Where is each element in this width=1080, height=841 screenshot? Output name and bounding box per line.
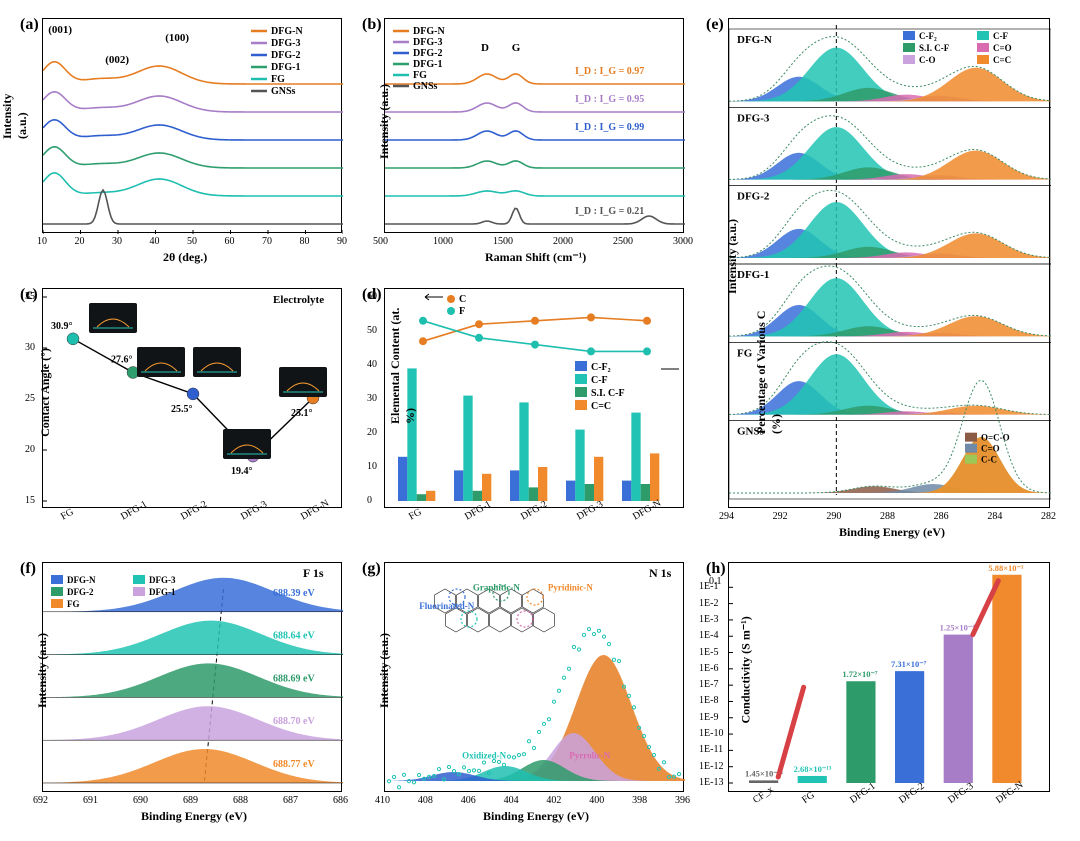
svg-text:688.77 eV: 688.77 eV [273, 759, 315, 770]
svg-text:C-F: C-F [591, 375, 608, 386]
svg-text:F: F [459, 306, 465, 317]
panel-a: (001) (002) (100) DFG-NDFG-3DFG-2DFG-1FGGNS… [42, 18, 342, 233]
svg-text:DFG-N: DFG-N [737, 34, 772, 46]
svg-text:GNSs: GNSs [271, 86, 296, 97]
svg-text:C=O: C=O [993, 43, 1012, 53]
svg-text:I_D : I_G = 0.21: I_D : I_G = 0.21 [575, 206, 644, 217]
svg-text:DFG-3: DFG-3 [149, 575, 176, 585]
svg-text:DFG-2: DFG-2 [271, 50, 300, 61]
svg-text:FG: FG [413, 70, 427, 81]
svg-text:I_D : I_G = 0.97: I_D : I_G = 0.97 [575, 66, 644, 77]
svg-text:DFG-1: DFG-1 [149, 587, 176, 597]
svg-text:N 1s: N 1s [649, 566, 672, 580]
svg-text:27.6°: 27.6° [111, 354, 133, 365]
svg-text:I_D : I_G = 0.95: I_D : I_G = 0.95 [575, 94, 644, 105]
svg-text:DFG-2: DFG-2 [737, 191, 770, 203]
label-c: (c) [20, 286, 38, 304]
svg-text:688.69 eV: 688.69 eV [273, 673, 315, 684]
svg-text:25.5°: 25.5° [171, 404, 193, 415]
panel-b: D G DFG-NDFG-3DFG-2DFG-1FGGNSs I_D : I_G = … [384, 18, 684, 233]
svg-text:DFG-N: DFG-N [413, 26, 445, 37]
svg-text:C=O: C=O [981, 444, 1000, 454]
svg-text:7.31×10⁻⁷: 7.31×10⁻⁷ [891, 659, 927, 669]
svg-text:DFG-1: DFG-1 [737, 269, 769, 281]
label-d: (d) [362, 286, 382, 304]
svg-text:DFG-3: DFG-3 [271, 38, 300, 49]
svg-text:30.9°: 30.9° [51, 321, 73, 332]
svg-text:DFG-N: DFG-N [271, 26, 303, 37]
svg-text:Oxidized-N: Oxidized-N [462, 751, 506, 761]
svg-text:S.I. C-F: S.I. C-F [591, 388, 625, 399]
svg-text:O=C-O: O=C-O [981, 433, 1010, 443]
panel-d: CFC-F₂C-FS.I. C-FC=C0102030405060FGDFG-1… [384, 288, 684, 508]
svg-text:DFG-1: DFG-1 [271, 62, 300, 73]
svg-text:DFG-2: DFG-2 [67, 587, 94, 597]
svg-text:S.I. C-F: S.I. C-F [919, 43, 950, 53]
svg-text:C-C: C-C [981, 455, 997, 465]
svg-text:C-O: C-O [919, 55, 936, 65]
svg-text:D: D [481, 42, 489, 54]
svg-text:688.39 eV: 688.39 eV [273, 588, 315, 599]
svg-text:I_D : I_G = 0.99: I_D : I_G = 0.99 [575, 122, 644, 133]
svg-text:25.1°: 25.1° [291, 408, 313, 419]
svg-text:(002): (002) [105, 54, 129, 66]
svg-text:(001): (001) [48, 24, 72, 36]
svg-text:19.4°: 19.4° [231, 466, 253, 477]
svg-text:688.64 eV: 688.64 eV [273, 631, 315, 642]
panel-g: Fluorinated-N Graphitic-N Pyridinic-N Oxidi… [384, 562, 684, 792]
panel-c: 30.9°27.6°25.5°19.4°25.1°Electrolyte1520… [42, 288, 342, 508]
svg-text:1.25×10⁻⁴: 1.25×10⁻⁴ [940, 623, 976, 633]
svg-text:Electrolyte: Electrolyte [273, 294, 324, 306]
svg-text:Pyrrolic-N: Pyrrolic-N [569, 751, 610, 761]
panel-f: 688.39 eV 688.64 eV 688.69 eV 688.70 eV 688.… [42, 562, 342, 792]
svg-text:2.68×10⁻¹³: 2.68×10⁻¹³ [794, 764, 832, 774]
svg-text:Pyridinic-N: Pyridinic-N [548, 583, 593, 593]
svg-text:FG: FG [271, 74, 285, 85]
svg-text:Fluorinated-N: Fluorinated-N [419, 601, 474, 611]
svg-text:C-F: C-F [993, 31, 1008, 41]
svg-text:DFG-1: DFG-1 [413, 59, 442, 70]
svg-text:688.70 eV: 688.70 eV [273, 716, 315, 727]
svg-text:C-F₂: C-F₂ [919, 31, 937, 41]
label-a: (a) [20, 16, 39, 34]
svg-text:Graphitic-N: Graphitic-N [473, 583, 520, 593]
xlab-a: 2θ (deg.) [163, 250, 207, 265]
svg-text:G: G [512, 42, 521, 54]
label-g: (g) [362, 560, 381, 578]
panel-e: DFG-NDFG-3DFG-2DFG-1FGGNSsC-F₂C-FS.I. C-… [728, 18, 1050, 508]
svg-text:C: C [459, 294, 466, 305]
svg-text:FG: FG [67, 599, 80, 609]
svg-text:C=C: C=C [591, 401, 611, 412]
svg-text:DFG-3: DFG-3 [737, 112, 770, 124]
svg-text:FG: FG [737, 347, 753, 359]
svg-text:C=C: C=C [993, 55, 1011, 65]
label-b: (b) [362, 16, 382, 34]
label-h: (h) [706, 560, 726, 578]
svg-text:DFG-N: DFG-N [67, 575, 96, 585]
svg-text:F 1s: F 1s [303, 566, 324, 580]
label-f: (f) [20, 560, 36, 578]
svg-text:1.72×10⁻⁷: 1.72×10⁻⁷ [842, 669, 878, 679]
svg-text:DFG-3: DFG-3 [413, 37, 442, 48]
panel-h: 1.45×10⁻¹³2.68×10⁻¹³1.72×10⁻⁷7.31×10⁻⁷1.… [728, 562, 1050, 792]
svg-text:5.88×10⁻¹: 5.88×10⁻¹ [988, 563, 1024, 573]
svg-text:C-F₂: C-F₂ [591, 362, 611, 373]
label-e: (e) [706, 16, 724, 34]
svg-text:(100): (100) [165, 32, 189, 44]
ylab-a: Intensity (a.u.) [0, 119, 30, 139]
svg-text:GNSs: GNSs [413, 81, 438, 92]
svg-text:DFG-2: DFG-2 [413, 48, 442, 59]
